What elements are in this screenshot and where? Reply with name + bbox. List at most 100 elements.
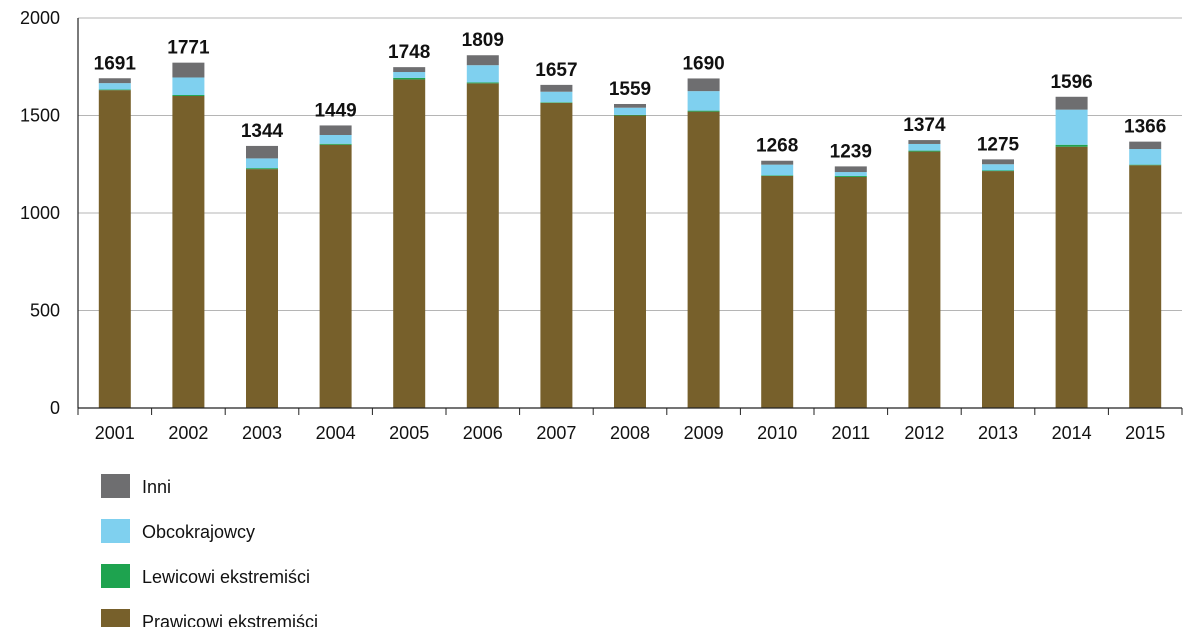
legend-swatch (101, 609, 130, 632)
x-tick-label: 2006 (463, 423, 503, 443)
y-tick-label: 1000 (20, 203, 60, 223)
x-tick-label: 2015 (1125, 423, 1165, 443)
bar-segment-prawicowi-ekstremiści-2008 (614, 115, 646, 408)
legend-label: Obcokrajowcy (142, 522, 255, 542)
bar-segment-lewicowi-ekstremiści-2002 (172, 95, 205, 96)
legend-swatch (101, 519, 130, 543)
bar-segment-prawicowi-ekstremiści-2011 (834, 176, 867, 408)
bar-segment-inni-2004 (319, 125, 352, 135)
bar-segment-inni-2011 (834, 166, 867, 173)
total-data-label: 1596 (1050, 72, 1092, 93)
bar-segment-inni-2001 (98, 78, 131, 84)
x-tick-label: 2013 (978, 423, 1018, 443)
total-data-label: 1275 (977, 134, 1020, 155)
bars (98, 55, 1162, 409)
bar-segment-prawicowi-ekstremiści-2012 (908, 151, 941, 408)
total-data-label: 1344 (241, 121, 284, 142)
legend-label: Inni (142, 477, 171, 497)
bar-segment-inni-2005 (393, 67, 426, 73)
total-data-label: 1691 (94, 53, 137, 74)
bar-segment-inni-2014 (1055, 96, 1088, 110)
legend-swatch (101, 474, 130, 498)
bar-segment-lewicowi-ekstremiści-2005 (393, 77, 426, 80)
total-data-label: 1809 (462, 30, 504, 51)
bar-segment-lewicowi-ekstremiści-2001 (98, 89, 131, 91)
bar-segment-prawicowi-ekstremiści-2003 (246, 169, 278, 408)
bar-segment-prawicowi-ekstremiści-2004 (319, 144, 352, 408)
y-tick-label: 0 (50, 398, 60, 418)
total-data-label: 1239 (830, 141, 872, 162)
x-tick-label: 2010 (757, 423, 797, 443)
bar-segment-lewicowi-ekstremiści-2012 (908, 150, 941, 152)
bar-segment-obcokrajowcy-2010 (761, 164, 794, 176)
bar-segment-lewicowi-ekstremiści-2011 (834, 175, 867, 177)
bar-segment-obcokrajowcy-2011 (834, 172, 867, 176)
total-data-label: 1366 (1124, 117, 1166, 138)
bar-segment-obcokrajowcy-2013 (982, 164, 1014, 171)
legend-label: Prawicowi ekstremiści (142, 612, 318, 627)
bar-segment-prawicowi-ekstremiści-2010 (761, 175, 794, 408)
bar-segment-obcokrajowcy-2004 (319, 135, 352, 144)
x-tick-label: 2012 (904, 423, 944, 443)
bar-segment-lewicowi-ekstremiści-2014 (1055, 144, 1088, 147)
bar-segment-obcokrajowcy-2001 (98, 83, 131, 90)
bar-segment-inni-2007 (540, 84, 573, 92)
bar-segment-prawicowi-ekstremiści-2007 (540, 102, 573, 408)
bar-segment-lewicowi-ekstremiści-2004 (319, 143, 352, 145)
bar-segment-obcokrajowcy-2005 (393, 72, 426, 78)
bar-segment-lewicowi-ekstremiści-2007 (540, 102, 573, 103)
total-data-label: 1657 (535, 60, 577, 81)
x-tick-label: 2011 (831, 423, 870, 443)
total-data-label: 1748 (388, 42, 430, 63)
bar-segment-prawicowi-ekstremiści-2014 (1055, 146, 1088, 408)
bar-segment-lewicowi-ekstremiści-2013 (982, 170, 1014, 172)
bar-segment-lewicowi-ekstremiści-2009 (687, 110, 720, 112)
bar-segment-inni-2002 (172, 62, 205, 78)
total-labels: 1691 1771 1344 1449 1748 1809 1657 1559 1690 1268… (94, 30, 1167, 162)
bar-segment-prawicowi-ekstremiści-2001 (98, 90, 131, 409)
bar-segment-lewicowi-ekstremiści-2010 (761, 175, 794, 176)
bar-segment-lewicowi-ekstremiści-2006 (466, 82, 499, 84)
bar-segment-obcokrajowcy-2003 (246, 158, 278, 169)
x-tick-label: 2008 (610, 423, 650, 443)
y-tick-label: 1500 (20, 106, 60, 126)
bar-segment-obcokrajowcy-2002 (172, 77, 205, 96)
bar-segment-obcokrajowcy-2009 (687, 91, 720, 111)
bar-segment-prawicowi-ekstremiści-2009 (687, 111, 720, 408)
bar-segment-inni-2009 (687, 78, 720, 92)
x-tick-label: 2004 (316, 423, 356, 443)
x-tick-label: 2005 (389, 423, 429, 443)
bar-segment-obcokrajowcy-2014 (1055, 109, 1088, 145)
bar-segment-prawicowi-ekstremiści-2013 (982, 171, 1014, 408)
y-tick-label: 2000 (20, 8, 60, 28)
total-data-label: 1268 (756, 136, 798, 157)
bar-segment-prawicowi-ekstremiści-2006 (466, 83, 499, 408)
y-tick-label: 500 (30, 301, 60, 321)
x-tick-label: 2007 (536, 423, 576, 443)
bar-segment-inni-2010 (761, 160, 794, 165)
x-tick-label: 2014 (1052, 423, 1092, 443)
bar-segment-inni-2012 (908, 140, 941, 144)
bar-segment-obcokrajowcy-2007 (540, 91, 573, 103)
bar-segment-obcokrajowcy-2006 (466, 65, 499, 83)
total-data-label: 1449 (314, 100, 356, 121)
legend-swatch (101, 564, 130, 588)
bar-segment-inni-2008 (614, 103, 646, 108)
bar-segment-inni-2006 (466, 55, 499, 66)
bar-segment-inni-2013 (982, 159, 1014, 165)
bar-segment-lewicowi-ekstremiści-2008 (614, 114, 646, 116)
total-data-label: 1771 (167, 38, 210, 59)
bar-segment-lewicowi-ekstremiści-2015 (1129, 164, 1162, 166)
axes: 0 500 1000 1500 2000 2001 2002 2003 2004 2005 2006… (20, 8, 1183, 443)
legend: Inni Obcokrajowcy Lewicowi ekstremiści Praw… (101, 474, 318, 632)
total-data-label: 1559 (609, 79, 651, 100)
total-data-label: 1374 (903, 115, 946, 136)
bar-segment-obcokrajowcy-2012 (908, 143, 941, 151)
bar-segment-prawicowi-ekstremiści-2015 (1129, 165, 1162, 408)
bar-segment-prawicowi-ekstremiści-2005 (393, 79, 426, 409)
x-tick-label: 2002 (168, 423, 208, 443)
bar-segment-obcokrajowcy-2008 (614, 107, 646, 115)
bar-segment-prawicowi-ekstremiści-2002 (172, 96, 205, 408)
